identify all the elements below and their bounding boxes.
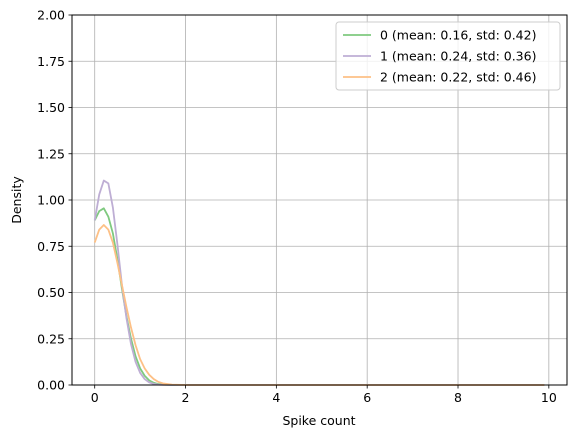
y-tick-label: 1.00	[37, 193, 65, 208]
y-tick-label: 0.50	[37, 285, 65, 300]
legend: 0 (mean: 0.16, std: 0.42) 1 (mean: 0.24,…	[335, 21, 561, 91]
x-axis-label: Spike count	[282, 413, 355, 428]
x-ticks: 0 2 4 6 8 10	[91, 385, 557, 405]
x-tick-label: 0	[91, 390, 99, 405]
y-tick-label: 0.00	[37, 378, 65, 393]
y-tick-label: 1.75	[37, 54, 65, 69]
x-tick-label: 2	[182, 390, 190, 405]
x-tick-label: 4	[272, 390, 280, 405]
legend-label-1: 1 (mean: 0.24, std: 0.36)	[380, 49, 536, 64]
x-tick-label: 8	[454, 390, 462, 405]
legend-label-2: 2 (mean: 0.22, std: 0.46)	[380, 70, 536, 85]
y-tick-label: 0.25	[37, 331, 65, 346]
x-tick-label: 6	[363, 390, 371, 405]
y-tick-label: 2.00	[37, 8, 65, 23]
y-axis-label: Density	[9, 176, 24, 224]
legend-label-0: 0 (mean: 0.16, std: 0.42)	[380, 28, 536, 43]
y-ticks: 0.00 0.25 0.50 0.75 1.00 1.25 1.50 1.75 2.00	[37, 8, 72, 393]
x-tick-label: 10	[541, 390, 557, 405]
y-tick-label: 1.50	[37, 100, 65, 115]
y-tick-label: 1.25	[37, 146, 65, 161]
y-tick-label: 0.75	[37, 239, 65, 254]
legend-box	[335, 21, 561, 91]
